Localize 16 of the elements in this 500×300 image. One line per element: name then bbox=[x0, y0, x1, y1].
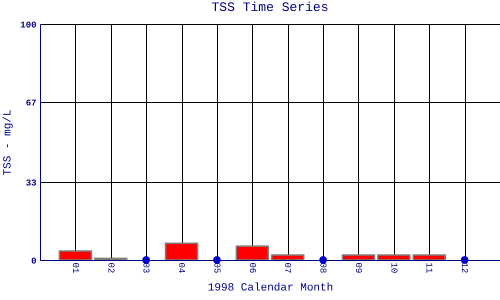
y-tick-label: 33 bbox=[26, 178, 36, 189]
x-tick-label: 02 bbox=[105, 262, 116, 274]
x-tick-label: 06 bbox=[246, 262, 257, 274]
x-tick-label: 09 bbox=[352, 262, 363, 274]
x-tick-label: 11 bbox=[424, 262, 434, 274]
x-tick-label: 12 bbox=[459, 262, 470, 274]
x-axis-title: 1998 Calendar Month bbox=[208, 282, 334, 294]
x-tick-label: 01 bbox=[70, 262, 80, 274]
x-tick-label: 10 bbox=[388, 262, 398, 274]
x-tick-label: 07 bbox=[282, 262, 292, 274]
y-axis-title: TSS - mg/L bbox=[2, 109, 14, 176]
x-tick-label: 04 bbox=[176, 262, 186, 274]
y-tick-label: 100 bbox=[20, 20, 36, 30]
y-tick-label: 67 bbox=[26, 98, 36, 108]
chart-title: TSS Time Series bbox=[211, 0, 329, 15]
y-tick-label: 0 bbox=[31, 256, 36, 266]
